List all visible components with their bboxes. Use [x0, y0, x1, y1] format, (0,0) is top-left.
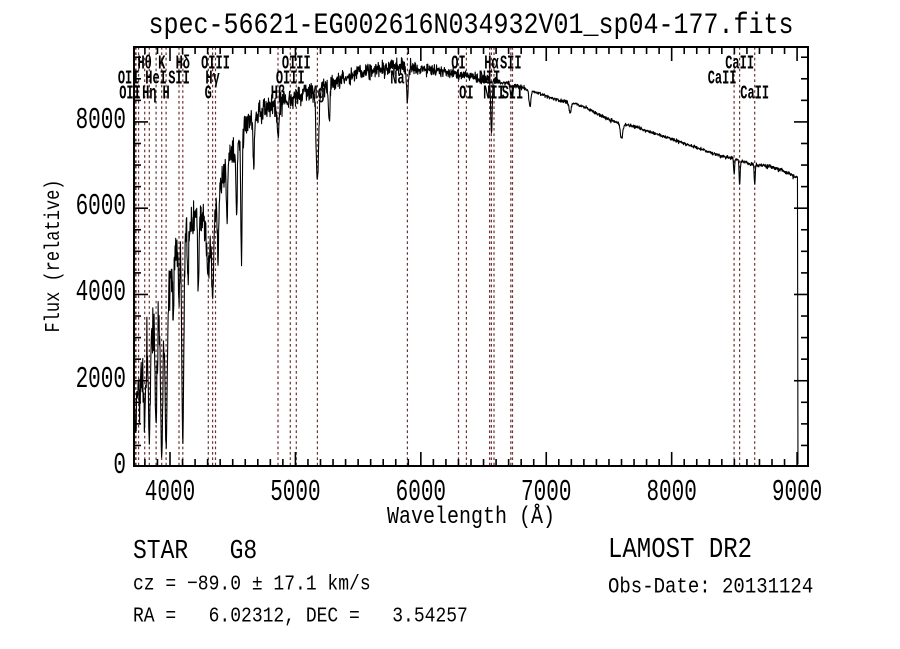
object-class-text: STAR G8	[133, 535, 258, 567]
y-tick-label: 4000	[75, 277, 126, 311]
spectral-line-label: OIII	[201, 52, 230, 75]
spectrum-svg	[132, 57, 799, 465]
x-tick-label: 8000	[646, 476, 697, 510]
spectral-line-label: SII	[168, 67, 190, 90]
spectral-line-label: H	[162, 82, 170, 105]
spectral-line-label: OII	[117, 67, 140, 90]
spectral-line-label: SII	[499, 52, 522, 75]
spectral-line-label: HeI	[145, 67, 167, 90]
survey-text: LAMOST DR2	[608, 534, 753, 567]
y-tick-label: 8000	[75, 104, 126, 138]
x-tick-label: 5000	[270, 476, 321, 510]
spectral-line-label: CaII	[740, 82, 770, 105]
y-tick-label: 2000	[75, 363, 126, 397]
plot-frame-layer	[133, 46, 809, 468]
spectral-line-label: OI	[459, 82, 474, 105]
spectral-line-label: G	[204, 82, 212, 105]
plot-frame-svg	[133, 46, 809, 468]
x-tick-label: 9000	[771, 476, 823, 510]
ra-dec-text: RA = 6.02312, DEC = 3.54257	[133, 605, 468, 629]
spectrum-layer	[132, 46, 809, 467]
spectral-line-label: OIII	[275, 67, 305, 90]
spectral-line-label: Hη	[142, 82, 157, 105]
x-axis-label: Wavelength (Å)	[386, 503, 556, 532]
spectral-line-label: NII	[483, 82, 505, 105]
obs-date-text: Obs-Date: 20131124	[608, 573, 814, 600]
spectral-line-label: Hγ	[205, 67, 220, 90]
y-tick-label: 0	[113, 449, 126, 483]
x-tick-label: 6000	[395, 476, 447, 510]
spectral-line-label: OI	[451, 52, 466, 75]
spectral-line-label: Hθ	[137, 52, 152, 75]
cz-velocity-text: cz = −89.0 ± 17.1 km/s	[133, 573, 371, 597]
y-axis-label: Flux (relative)	[42, 179, 67, 333]
x-tick-label: 7000	[521, 476, 572, 510]
plot-frame	[133, 46, 809, 467]
spectral-line-label: K	[158, 52, 166, 75]
spectral-line-label: CaII	[707, 67, 737, 90]
spectral-line-label: OII	[119, 82, 141, 105]
spectral-line-label: OIII	[281, 52, 311, 75]
spectral-line-label: CaII	[725, 52, 755, 75]
y-tick-label: 6000	[75, 190, 126, 225]
spectral-line-label: Hα	[484, 52, 499, 75]
plot-title: spec-56621-EG002616N034932V01_sp04-177.f…	[148, 7, 794, 43]
x-tick-label: 4000	[144, 476, 196, 510]
spectrum-line	[132, 57, 799, 465]
spectral-line-label: Hδ	[175, 52, 190, 75]
